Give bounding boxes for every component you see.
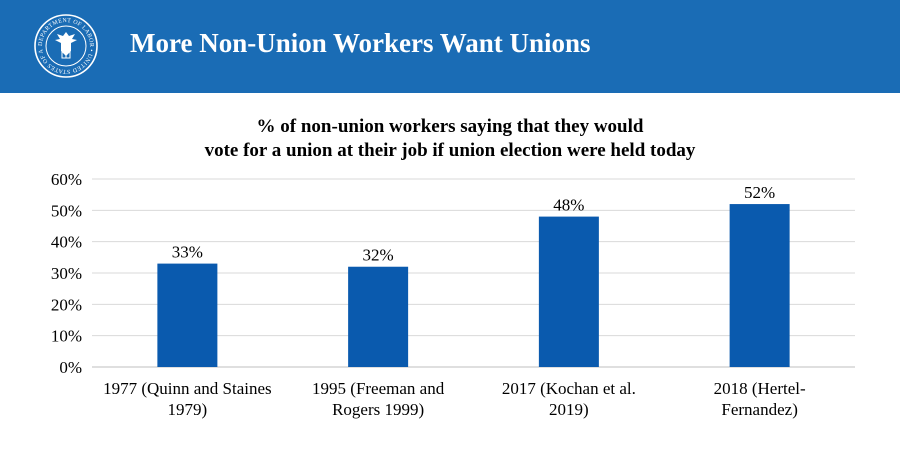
category-label: 2018 (Hertel- bbox=[714, 379, 806, 398]
category-label: 1979) bbox=[168, 400, 208, 419]
bars bbox=[157, 204, 790, 367]
header-banner: DEPARTMENT OF LABOR • UNITED STATES OF A… bbox=[0, 0, 900, 93]
bar bbox=[157, 263, 218, 367]
category-label: 2019) bbox=[549, 400, 589, 419]
y-axis-ticks: 0% 10% 20% 30% 40% 50% 60% bbox=[51, 170, 82, 377]
bar bbox=[538, 216, 599, 367]
department-seal-icon: DEPARTMENT OF LABOR • UNITED STATES OF A… bbox=[34, 14, 98, 78]
data-label: 52% bbox=[744, 183, 775, 202]
gridlines bbox=[92, 178, 855, 368]
header-title: More Non-Union Workers Want Unions bbox=[130, 28, 591, 58]
data-labels: 33% 32% 48% 52% bbox=[172, 183, 775, 265]
category-label: 2017 (Kochan et al. bbox=[502, 379, 636, 398]
category-label: 1977 (Quinn and Staines bbox=[103, 379, 272, 398]
category-label: 1995 (Freeman and bbox=[312, 379, 445, 398]
y-tick-label: 50% bbox=[51, 201, 82, 220]
y-tick-label: 30% bbox=[51, 264, 82, 283]
y-tick-label: 20% bbox=[51, 295, 82, 314]
y-tick-label: 0% bbox=[59, 358, 82, 377]
bar bbox=[729, 204, 790, 367]
x-axis-labels: 1977 (Quinn and Staines 1979) 1995 (Freema… bbox=[103, 379, 806, 419]
bar bbox=[348, 266, 409, 367]
y-tick-label: 40% bbox=[51, 233, 82, 252]
chart-title: % of non-union workers saying that they … bbox=[205, 116, 696, 161]
category-label: Fernandez) bbox=[721, 400, 797, 419]
bar-chart: % of non-union workers saying that they … bbox=[51, 116, 855, 419]
y-tick-label: 60% bbox=[51, 170, 82, 189]
data-label: 32% bbox=[363, 246, 394, 265]
y-tick-label: 10% bbox=[51, 327, 82, 346]
data-label: 48% bbox=[553, 196, 584, 215]
category-label: Rogers 1999) bbox=[332, 400, 424, 419]
chart-title-line: vote for a union at their job if union e… bbox=[205, 140, 696, 161]
data-label: 33% bbox=[172, 243, 203, 262]
chart-title-line: % of non-union workers saying that they … bbox=[257, 116, 644, 137]
